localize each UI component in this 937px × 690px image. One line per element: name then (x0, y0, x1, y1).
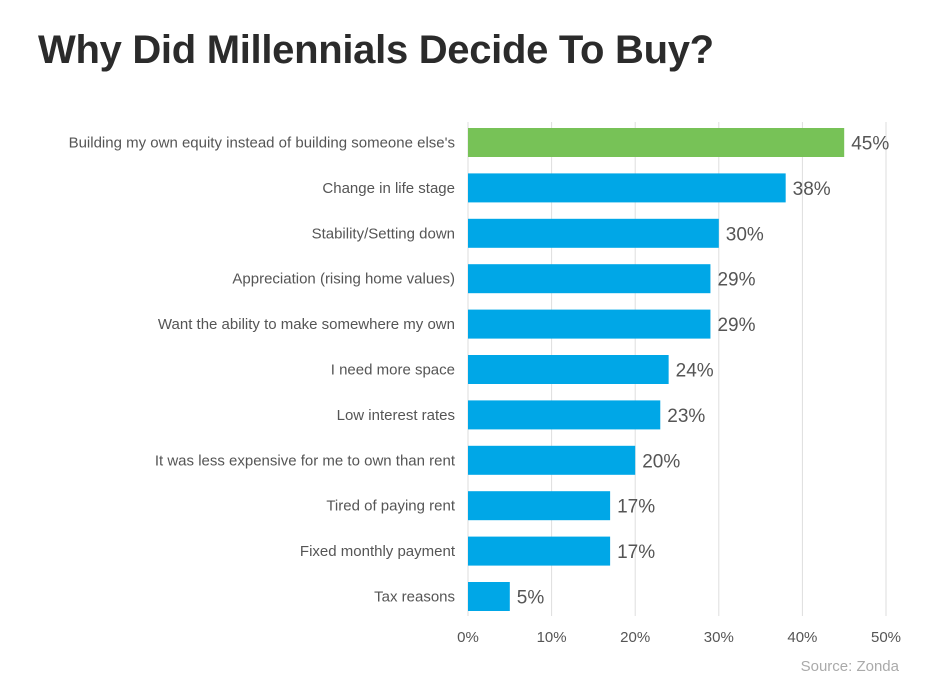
x-tick-label: 10% (537, 629, 567, 646)
data-label: 29% (717, 270, 755, 291)
category-label: Tax reasons (374, 589, 455, 606)
bar (468, 173, 786, 203)
x-tick-label: 0% (457, 629, 479, 646)
data-label: 30% (726, 224, 764, 245)
category-label: Tired of paying rent (326, 498, 456, 515)
category-label: Fixed monthly payment (300, 543, 456, 560)
bar (468, 445, 636, 475)
x-axis-ticks: 0% 10% 20% 30% 40% 50% (457, 629, 901, 646)
bar (468, 128, 845, 157)
category-label: Low interest rates (337, 407, 455, 424)
source-note: Source: Zonda (800, 658, 899, 675)
bars (468, 128, 845, 611)
data-label: 23% (667, 406, 705, 427)
data-label: 24% (676, 361, 714, 382)
data-labels: 45% 38% 30% 29% 29% 24% 23% 20% 17% 17% 5% (517, 134, 890, 609)
data-label: 5% (517, 588, 545, 609)
data-label: 45% (851, 134, 889, 155)
bar (468, 491, 611, 521)
x-tick-label: 50% (871, 629, 901, 646)
bar (468, 400, 661, 430)
data-label: 29% (717, 315, 755, 336)
bar (468, 218, 719, 248)
category-label: I need more space (331, 362, 455, 379)
data-label: 17% (617, 497, 655, 518)
category-label: Building my own equity instead of buildi… (69, 135, 455, 152)
category-label: It was less expensive for me to own than… (155, 452, 456, 469)
data-label: 17% (617, 542, 655, 563)
chart-title: Why Did Millennials Decide To Buy? (38, 28, 714, 72)
category-label: Appreciation (rising home values) (232, 271, 455, 288)
category-label: Stability/Setting down (312, 225, 455, 242)
x-tick-label: 40% (787, 629, 817, 646)
data-label: 38% (793, 179, 831, 200)
bar (468, 355, 669, 384)
bar (468, 309, 711, 339)
data-label: 20% (642, 451, 680, 472)
x-tick-label: 20% (620, 629, 650, 646)
bar (468, 582, 510, 611)
bar (468, 536, 611, 566)
x-tick-label: 30% (704, 629, 734, 646)
category-label: Want the ability to make somewhere my ow… (158, 316, 455, 333)
bar (468, 264, 711, 294)
category-labels: Building my own equity instead of buildi… (69, 135, 456, 606)
category-label: Change in life stage (322, 180, 455, 197)
